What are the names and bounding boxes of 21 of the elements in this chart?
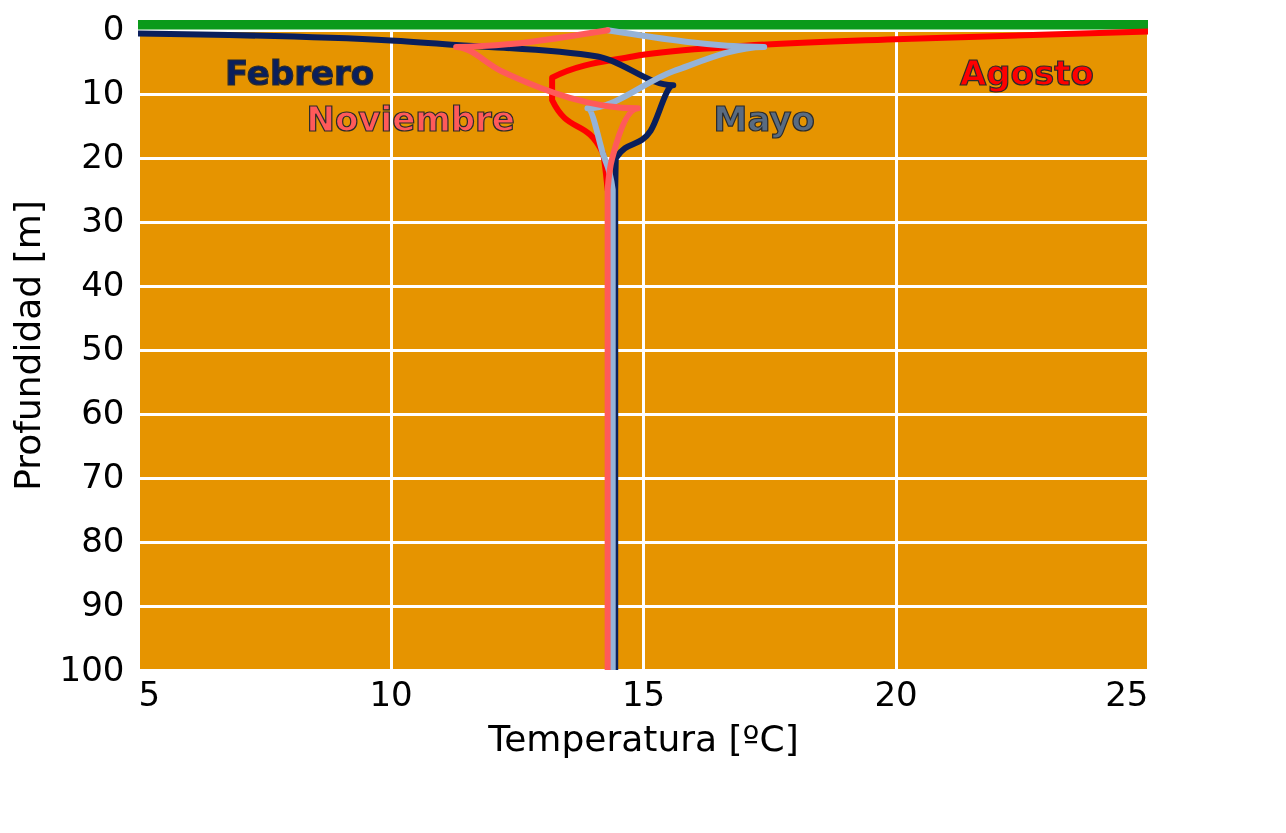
y-axis-title: Profundidad [m]	[6, 200, 48, 491]
y-tick-label: 20	[81, 136, 125, 177]
y-tick-label: 60	[81, 392, 125, 433]
y-tick-label: 40	[81, 264, 125, 305]
x-tick-label: 5	[138, 673, 161, 714]
y-tick-label: 30	[81, 200, 125, 241]
series-label: Febrero	[225, 53, 375, 94]
x-tick-label: 10	[369, 673, 413, 714]
x-tick-label: 25	[1105, 673, 1149, 714]
y-tick-label: 80	[81, 520, 125, 561]
y-tick-label: 10	[81, 72, 125, 113]
x-tick-label: 15	[621, 673, 666, 714]
y-tick-label: 70	[81, 456, 125, 497]
y-tick-label: 0	[102, 8, 125, 49]
y-tick-label: 100	[59, 648, 125, 689]
series-label: Mayo	[713, 98, 815, 139]
series-label: Agosto	[959, 53, 1094, 94]
x-tick-label: 20	[874, 673, 918, 714]
y-tick-label: 90	[81, 584, 125, 625]
y-tick-label: 50	[81, 328, 125, 369]
x-axis-title: Temperatura [ºC]	[487, 717, 799, 759]
